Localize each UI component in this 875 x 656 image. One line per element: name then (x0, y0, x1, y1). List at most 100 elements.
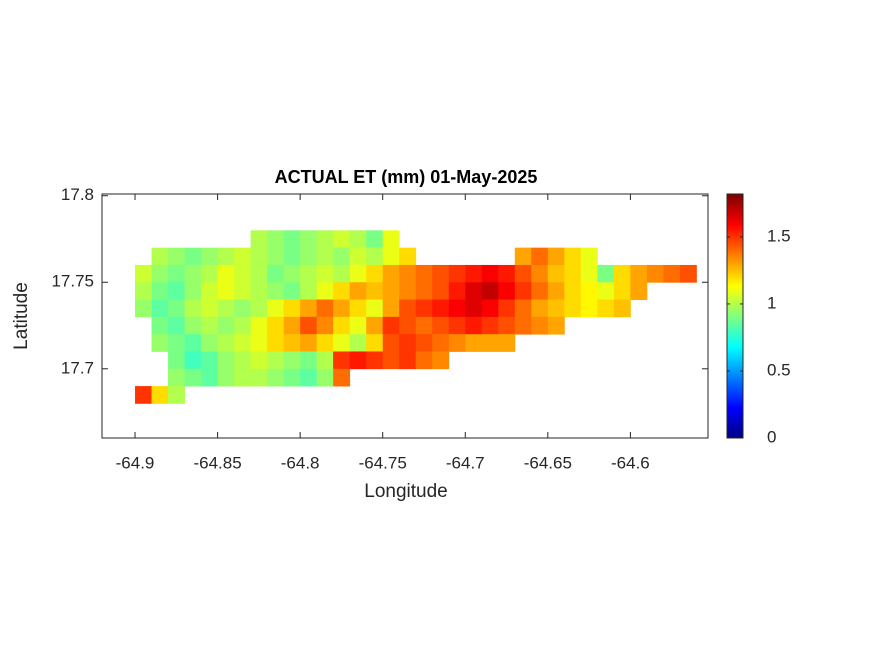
x-tick-label: -64.65 (524, 453, 572, 472)
map-cell (267, 368, 285, 387)
colorbar (727, 194, 743, 439)
map-cell (201, 299, 218, 318)
colorbar-swatch (727, 280, 743, 283)
map-cell (300, 299, 318, 318)
colorbar-swatch (727, 354, 743, 357)
colorbar-swatch (727, 398, 743, 401)
colorbar-swatch (727, 310, 743, 313)
map-cell (349, 316, 367, 335)
colorbar-swatch (727, 234, 743, 237)
map-cell (250, 282, 268, 300)
colorbar-swatch (727, 218, 743, 221)
map-cell (465, 334, 483, 352)
colorbar-swatch (727, 428, 743, 431)
map-cell (184, 368, 202, 387)
map-cell (151, 334, 169, 352)
map-cell (267, 282, 285, 300)
colorbar-tick-label: 0.5 (767, 360, 791, 379)
colorbar-swatch (727, 420, 743, 423)
colorbar-swatch (727, 304, 743, 307)
colorbar-swatch (727, 336, 743, 339)
colorbar-swatch (727, 274, 743, 277)
map-cell (184, 316, 202, 335)
map-cell (514, 282, 532, 300)
colorbar-swatch (727, 396, 743, 399)
colorbar-swatch (727, 300, 743, 303)
map-cell (531, 299, 549, 318)
map-cell (234, 264, 252, 283)
map-cell (168, 368, 185, 387)
colorbar-swatch (727, 360, 743, 363)
map-cell (679, 264, 697, 283)
map-cell (168, 316, 185, 335)
map-cell (646, 264, 664, 283)
map-cell (316, 316, 334, 335)
map-cell (333, 316, 351, 335)
map-cell (333, 230, 351, 249)
map-cell (267, 247, 285, 266)
map-cell (135, 264, 152, 283)
map-cell (613, 299, 631, 318)
colorbar-swatch (727, 312, 743, 315)
colorbar-swatch (727, 214, 743, 217)
colorbar-swatch (727, 302, 743, 305)
map-cell (316, 299, 334, 318)
x-tick-label: -64.7 (446, 453, 485, 472)
map-cell (382, 299, 400, 318)
map-cell (283, 282, 301, 300)
colorbar-swatch (727, 246, 743, 249)
colorbar-swatch (727, 226, 743, 229)
colorbar-swatch (727, 358, 743, 361)
colorbar-swatch (727, 340, 743, 343)
map-cell (349, 299, 367, 318)
colorbar-swatch (727, 222, 743, 225)
map-cell (234, 282, 252, 300)
map-cell (267, 264, 285, 283)
map-cell (432, 316, 450, 335)
colorbar-swatch (727, 268, 743, 271)
map-cell (250, 299, 268, 318)
map-cell (630, 282, 648, 300)
colorbar-swatch (727, 418, 743, 421)
colorbar-swatch (727, 262, 743, 265)
map-cell (465, 316, 483, 335)
colorbar-swatch (727, 278, 743, 281)
colorbar-swatch (727, 406, 743, 409)
colorbar-swatch (727, 342, 743, 345)
colorbar-swatch (727, 320, 743, 323)
map-cell (316, 368, 334, 387)
map-cell (580, 282, 598, 300)
map-cell (382, 282, 400, 300)
map-cell (366, 247, 384, 266)
map-cell (217, 247, 235, 266)
colorbar-swatch (727, 394, 743, 397)
map-cell (151, 299, 169, 318)
map-cell (531, 264, 549, 283)
map-cell (316, 282, 334, 300)
map-cell (316, 334, 334, 352)
map-cell (366, 282, 384, 300)
map-cell (217, 299, 235, 318)
colorbar-swatch (727, 314, 743, 317)
map-cell (415, 299, 433, 318)
map-cell (564, 282, 582, 300)
map-cell (201, 264, 218, 283)
colorbar-swatch (727, 408, 743, 411)
map-cell (465, 282, 483, 300)
colorbar-swatch (727, 240, 743, 243)
x-tick-label: -64.6 (611, 453, 650, 472)
colorbar-swatch (727, 288, 743, 291)
map-cell (564, 264, 582, 283)
map-cell (217, 316, 235, 335)
map-cell (481, 334, 499, 352)
colorbar-swatch (727, 370, 743, 373)
colorbar-swatch (727, 244, 743, 247)
colorbar-swatch (727, 294, 743, 297)
colorbar-swatch (727, 200, 743, 203)
map-cell (415, 316, 433, 335)
x-tick-label: -64.75 (359, 453, 407, 472)
y-tick-label: 17.8 (61, 185, 94, 204)
map-cell (300, 282, 318, 300)
colorbar-swatch (727, 384, 743, 387)
colorbar-swatch (727, 434, 743, 437)
